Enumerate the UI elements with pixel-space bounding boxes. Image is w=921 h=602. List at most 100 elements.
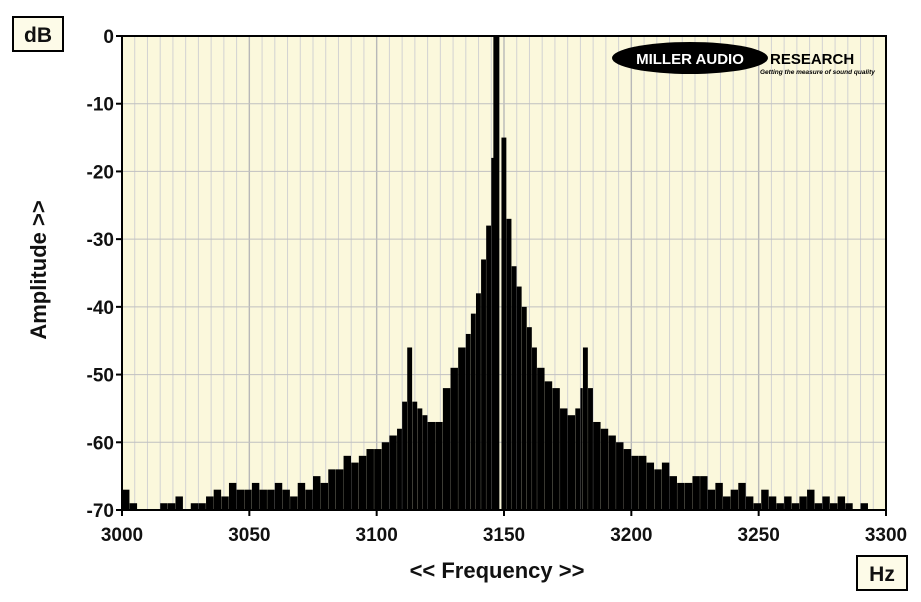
spectrum-bar: [501, 137, 507, 511]
spectrum-bar: [654, 469, 662, 510]
spectrum-bar: [407, 347, 413, 510]
spectrum-bar: [588, 388, 593, 510]
spectrum-bar: [244, 489, 252, 510]
spectrum-bar: [814, 503, 823, 510]
spectrum-bar: [700, 476, 708, 510]
spectrum-bar: [160, 503, 168, 510]
spectrum-bar: [616, 442, 624, 510]
spectrum-bar: [442, 388, 451, 510]
x-unit-label: Hz: [869, 563, 895, 586]
spectrum-bar: [167, 503, 176, 510]
spectrum-bar: [784, 496, 792, 510]
y-tick-label: -30: [87, 230, 114, 251]
spectrum-bar: [684, 482, 693, 510]
y-tick-label: -60: [87, 433, 114, 454]
spectrum-bar: [422, 415, 428, 510]
spectrum-bar: [799, 496, 807, 510]
spectrum-bar: [267, 489, 275, 510]
x-tick-label: 3150: [483, 525, 525, 546]
spectrum-bar: [251, 482, 260, 510]
spectrum-bar: [845, 503, 853, 510]
spectrum-bar: [761, 489, 769, 510]
spectrum-bar: [221, 496, 229, 510]
spectrum-bar: [723, 496, 731, 510]
spectrum-bar: [646, 462, 655, 510]
spectrum-bar: [412, 401, 418, 510]
spectrum-bar: [417, 408, 423, 510]
logo-text-research: RESEARCH: [770, 51, 854, 68]
spectrum-bar: [351, 462, 359, 510]
x-tick-labels: 3000 3050 3100 3150 3200 3250 3300: [101, 510, 907, 546]
spectrum-bar: [481, 259, 486, 510]
y-tick-label: -40: [87, 298, 114, 319]
spectrum-bar: [290, 496, 298, 510]
x-tick-label: 3050: [228, 525, 270, 546]
spectrum-bar: [822, 496, 830, 510]
spectrum-bar: [320, 482, 329, 510]
spectrum-bar: [631, 455, 639, 510]
spectrum-bar: [358, 455, 367, 510]
x-tick-label: 3100: [356, 525, 398, 546]
spectrum-bar: [623, 449, 632, 510]
spectrum-bar: [715, 482, 723, 510]
spectrum-bar: [259, 489, 267, 510]
spectrum-bar: [282, 489, 290, 510]
spectrum-bar: [593, 421, 601, 510]
spectrum-bar: [458, 347, 466, 510]
spectrum-bar: [335, 469, 344, 510]
spectrum-bar: [274, 482, 283, 510]
spectrum-bar: [305, 489, 313, 510]
y-tick-label: -10: [87, 95, 114, 116]
spectrum-bar: [738, 482, 746, 510]
spectrum-bar: [343, 455, 351, 510]
y-tick-label: -20: [87, 162, 114, 183]
spectrum-bar: [575, 408, 581, 510]
spectrum-bar: [381, 442, 390, 510]
spectrum-bars: [122, 36, 868, 511]
spectrum-bar: [486, 225, 492, 510]
spectrum-bar: [236, 489, 245, 510]
spectrum-bar: [374, 449, 382, 510]
spectrum-bar: [532, 347, 537, 510]
spectrum-bar: [526, 327, 532, 510]
spectrum-bar: [450, 367, 458, 510]
spectrum-bar: [465, 333, 471, 510]
spectrum-bar: [544, 381, 553, 510]
spectrum-bar: [608, 435, 616, 510]
spectrum-bar: [511, 266, 517, 510]
spectrum-bar: [516, 286, 522, 510]
y-unit-box: dB: [12, 16, 64, 52]
y-tick-labels: 0 -10 -20 -30 -40 -50 -60 -70: [87, 27, 122, 522]
spectrum-bar: [206, 496, 214, 510]
x-tick-label: 3300: [865, 525, 907, 546]
spectrum-bar: [402, 401, 408, 510]
spectrum-bar: [435, 421, 443, 510]
logo-tagline: Getting the measure of sound quality: [760, 69, 875, 76]
spectrum-bar: [677, 482, 685, 510]
spectrum-bar: [745, 496, 754, 510]
spectrum-bar: [366, 449, 374, 510]
miller-audio-research-logo: MILLER AUDIO RESEARCH Getting the measur…: [612, 42, 875, 76]
spectrum-bar: [470, 313, 476, 510]
spectrum-bar: [313, 476, 321, 510]
spectrum-bar: [776, 503, 784, 510]
spectrum-bar: [580, 388, 583, 510]
spectrum-bar: [661, 462, 670, 510]
x-unit-box: Hz: [856, 555, 908, 591]
spectrum-bar: [807, 489, 815, 510]
spectrum-bar: [837, 496, 846, 510]
spectrum-bar: [567, 415, 576, 510]
y-tick-label: -50: [87, 366, 114, 387]
spectrum-bar: [600, 428, 609, 510]
spectrum-bar: [397, 428, 402, 510]
x-axis-title: << Frequency >>: [410, 558, 585, 583]
spectrum-bar: [730, 489, 739, 510]
x-tick-label: 3250: [738, 525, 780, 546]
spectrum-bar: [537, 367, 545, 510]
spectrum-bar: [552, 388, 560, 510]
spectrum-bar: [493, 36, 500, 510]
spectrum-bar: [389, 435, 397, 510]
spectrum-bar: [692, 476, 700, 510]
x-tick-label: 3000: [101, 525, 143, 546]
